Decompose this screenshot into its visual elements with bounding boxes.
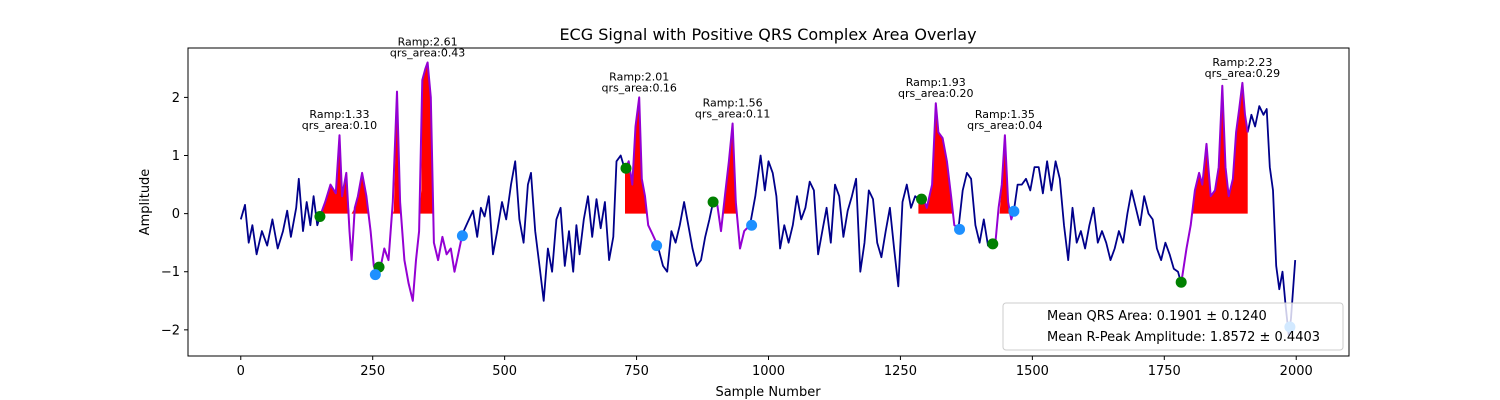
qrs-segment-0 [318, 61, 464, 302]
annotation-area-2: qrs_area:0.16 [601, 81, 676, 94]
qrs-segment-layer [318, 61, 1249, 302]
annotation-ramp-3: Ramp:1.56 [703, 97, 763, 110]
signal-layer [239, 105, 1297, 337]
qrs-segment-2 [712, 122, 751, 250]
annotation-area-1: qrs_area:0.43 [390, 47, 465, 60]
qrs-segment-4 [992, 134, 1015, 244]
signal-line-4 [1013, 160, 1183, 284]
signal-line-start [239, 177, 321, 256]
x-tick-label-6: 1500 [1016, 364, 1049, 379]
signal-line-0 [461, 154, 626, 302]
annotation-area-6: qrs_area:0.29 [1205, 67, 1280, 80]
x-tick-label-8: 2000 [1280, 364, 1313, 379]
x-axis-ticks: 0 250 500 750 1000 1250 1500 1750 2000 [237, 356, 1313, 379]
qrs-onset-marker-0 [314, 211, 326, 223]
qrs-offset-marker-4 [954, 223, 966, 235]
qrs-segment-5 [1180, 81, 1249, 284]
annotation-ramp-5: Ramp:1.35 [975, 108, 1035, 121]
x-tick-label-4: 1000 [752, 364, 785, 379]
legend-entry-r-peak: Mean R-Peak Amplitude: 1.8572 ± 0.4403 [1047, 330, 1320, 345]
qrs-segment-1 [624, 96, 659, 247]
annotation-ramp-0: Ramp:1.33 [309, 108, 369, 121]
qrs-onset-marker-6 [1175, 276, 1187, 288]
qrs-onset-marker-3 [707, 196, 719, 208]
legend-entry-qrs-area: Mean QRS Area: 0.1901 ± 0.1240 [1047, 309, 1267, 324]
qrs-onset-marker-4 [916, 193, 928, 205]
y-tick-label-3: 1 [172, 149, 180, 164]
qrs-offset-marker-1 [456, 230, 468, 242]
qrs-area-fill-1 [351, 172, 369, 214]
annotation-ramp-2: Ramp:2.01 [609, 70, 669, 83]
qrs-area-fill-6 [918, 103, 954, 214]
signal-line-3 [957, 171, 994, 247]
plot-area: Ramp:1.33qrs_area:0.10Ramp:2.61qrs_area:… [239, 36, 1297, 337]
y-axis-ticks: −2 −1 0 1 2 [161, 91, 188, 338]
annotation-area-3: qrs_area:0.11 [695, 108, 770, 121]
y-tick-label-2: 0 [172, 207, 180, 222]
y-tick-label-0: −2 [161, 323, 180, 338]
qrs-offset-marker-3 [746, 219, 758, 231]
qrs-area-fill-0 [319, 135, 350, 214]
y-axis-label: Amplitude [138, 169, 153, 236]
signal-line-1 [656, 201, 714, 273]
qrs-onset-marker-2 [620, 162, 632, 174]
annotation-layer: Ramp:1.33qrs_area:0.10Ramp:2.61qrs_area:… [302, 36, 1280, 133]
y-tick-label-4: 2 [172, 91, 180, 106]
qrs-offset-marker-0 [369, 269, 381, 281]
qrs-onset-marker-5 [987, 238, 999, 250]
annotation-ramp-6: Ramp:2.23 [1212, 56, 1272, 69]
y-tick-label-1: −1 [161, 265, 180, 280]
legend: Mean QRS Area: 0.1901 ± 0.1240 Mean R-Pe… [1002, 302, 1344, 351]
qrs-offset-marker-5 [1008, 205, 1020, 217]
x-tick-label-3: 750 [624, 364, 649, 379]
x-tick-label-7: 1750 [1148, 364, 1181, 379]
x-tick-label-1: 250 [360, 364, 385, 379]
qrs-segment-3 [917, 102, 960, 230]
x-tick-label-2: 500 [492, 364, 517, 379]
annotation-area-0: qrs_area:0.10 [302, 119, 377, 132]
signal-line-2 [749, 154, 920, 288]
legend-box [1002, 302, 1344, 351]
chart-title: ECG Signal with Positive QRS Complex Are… [559, 25, 976, 44]
annotation-area-4: qrs_area:0.20 [898, 87, 973, 100]
x-axis-label: Sample Number [715, 385, 821, 400]
annotation-area-5: qrs_area:0.04 [967, 119, 1042, 132]
annotation-ramp-1: Ramp:2.61 [398, 36, 458, 49]
annotation-ramp-4: Ramp:1.93 [906, 76, 966, 89]
x-tick-label-0: 0 [237, 364, 245, 379]
x-tick-label-5: 1250 [884, 364, 917, 379]
qrs-area-fill-4 [625, 97, 648, 214]
qrs-offset-marker-2 [651, 240, 663, 252]
